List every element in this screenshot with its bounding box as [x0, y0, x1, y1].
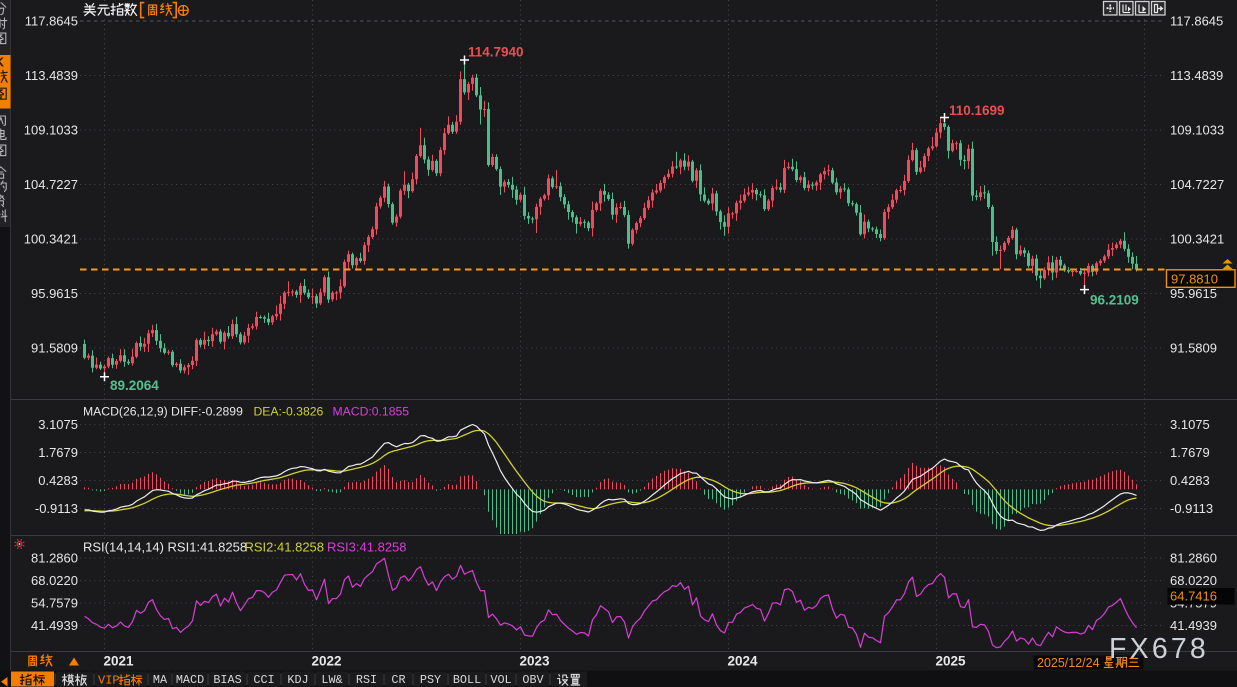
svg-text:1.7679: 1.7679 [1170, 445, 1210, 460]
svg-text:104.7227: 104.7227 [1170, 177, 1224, 192]
svg-text:RSI: RSI [356, 673, 377, 687]
svg-text:109.1033: 109.1033 [1170, 123, 1224, 138]
svg-text:41.4939: 41.4939 [1170, 618, 1217, 633]
svg-text:95.9615: 95.9615 [31, 286, 78, 301]
svg-text:113.4839: 113.4839 [1170, 68, 1223, 83]
svg-text:1.7679: 1.7679 [38, 445, 78, 460]
svg-text:104.7227: 104.7227 [24, 177, 78, 192]
svg-text:CCI: CCI [253, 673, 274, 687]
svg-text:3.1075: 3.1075 [1170, 417, 1210, 432]
svg-text:DEA:-0.3826: DEA:-0.3826 [254, 405, 324, 419]
svg-text:0.4283: 0.4283 [1170, 473, 1210, 488]
svg-text:2025: 2025 [936, 654, 967, 669]
svg-text:117.8645: 117.8645 [1170, 14, 1223, 29]
svg-text:CR: CR [391, 673, 405, 687]
svg-text:3.1075: 3.1075 [38, 417, 78, 432]
svg-text:89.2064: 89.2064 [110, 378, 159, 393]
svg-text:OBV: OBV [522, 673, 544, 687]
svg-text:RSI(14,14,14) RSI1:41.8258: RSI(14,14,14) RSI1:41.8258 [83, 540, 247, 555]
svg-text:MACD:0.1855: MACD:0.1855 [333, 405, 410, 419]
svg-text:95.9615: 95.9615 [1170, 286, 1217, 301]
svg-text:MA: MA [153, 673, 168, 687]
svg-text:-0.9113: -0.9113 [1170, 501, 1213, 516]
svg-text:81.2860: 81.2860 [31, 551, 78, 566]
svg-text:RSI3:41.8258: RSI3:41.8258 [327, 540, 407, 555]
svg-text:2024: 2024 [728, 654, 759, 669]
svg-text:100.3421: 100.3421 [24, 232, 78, 247]
svg-text:0.4283: 0.4283 [38, 473, 78, 488]
svg-text:91.5809: 91.5809 [1170, 341, 1217, 356]
svg-text:114.7940: 114.7940 [468, 45, 524, 60]
svg-text:FX678: FX678 [1109, 633, 1209, 665]
svg-text:2022: 2022 [312, 654, 342, 669]
svg-text:PSY: PSY [420, 673, 441, 687]
svg-text:113.4839: 113.4839 [25, 68, 78, 83]
svg-text:41.4939: 41.4939 [31, 618, 78, 633]
svg-text:96.2109: 96.2109 [1090, 293, 1139, 308]
svg-text:VIP: VIP [98, 674, 120, 687]
svg-text:117.8645: 117.8645 [25, 14, 78, 29]
svg-text:100.3421: 100.3421 [1170, 232, 1224, 247]
svg-text:110.1699: 110.1699 [949, 103, 1005, 118]
svg-text:K: K [0, 56, 4, 70]
svg-text:68.0220: 68.0220 [1170, 573, 1217, 588]
svg-text:LW&: LW& [321, 673, 342, 687]
svg-text:BIAS: BIAS [213, 673, 241, 687]
svg-text:2023: 2023 [520, 654, 551, 669]
svg-text:64.7416: 64.7416 [1170, 589, 1217, 604]
svg-text:KDJ: KDJ [287, 673, 308, 687]
svg-text:68.0220: 68.0220 [31, 573, 78, 588]
svg-text:VOL: VOL [490, 673, 511, 687]
svg-text:2021: 2021 [104, 654, 135, 669]
svg-text:54.7579: 54.7579 [31, 596, 78, 611]
svg-text:-0.9113: -0.9113 [35, 501, 78, 516]
svg-text:97.8810: 97.8810 [1171, 271, 1218, 286]
svg-text:MACD(26,12,9) DIFF:-0.2899: MACD(26,12,9) DIFF:-0.2899 [83, 405, 243, 419]
svg-text:81.2860: 81.2860 [1170, 551, 1217, 566]
svg-text:2025/12/24: 2025/12/24 [1037, 656, 1100, 670]
svg-text:91.5809: 91.5809 [31, 341, 78, 356]
svg-text:MACD: MACD [176, 673, 204, 687]
svg-text:BOLL: BOLL [453, 673, 481, 687]
svg-text:109.1033: 109.1033 [24, 123, 78, 138]
svg-text:RSI2:41.8258: RSI2:41.8258 [245, 540, 325, 555]
